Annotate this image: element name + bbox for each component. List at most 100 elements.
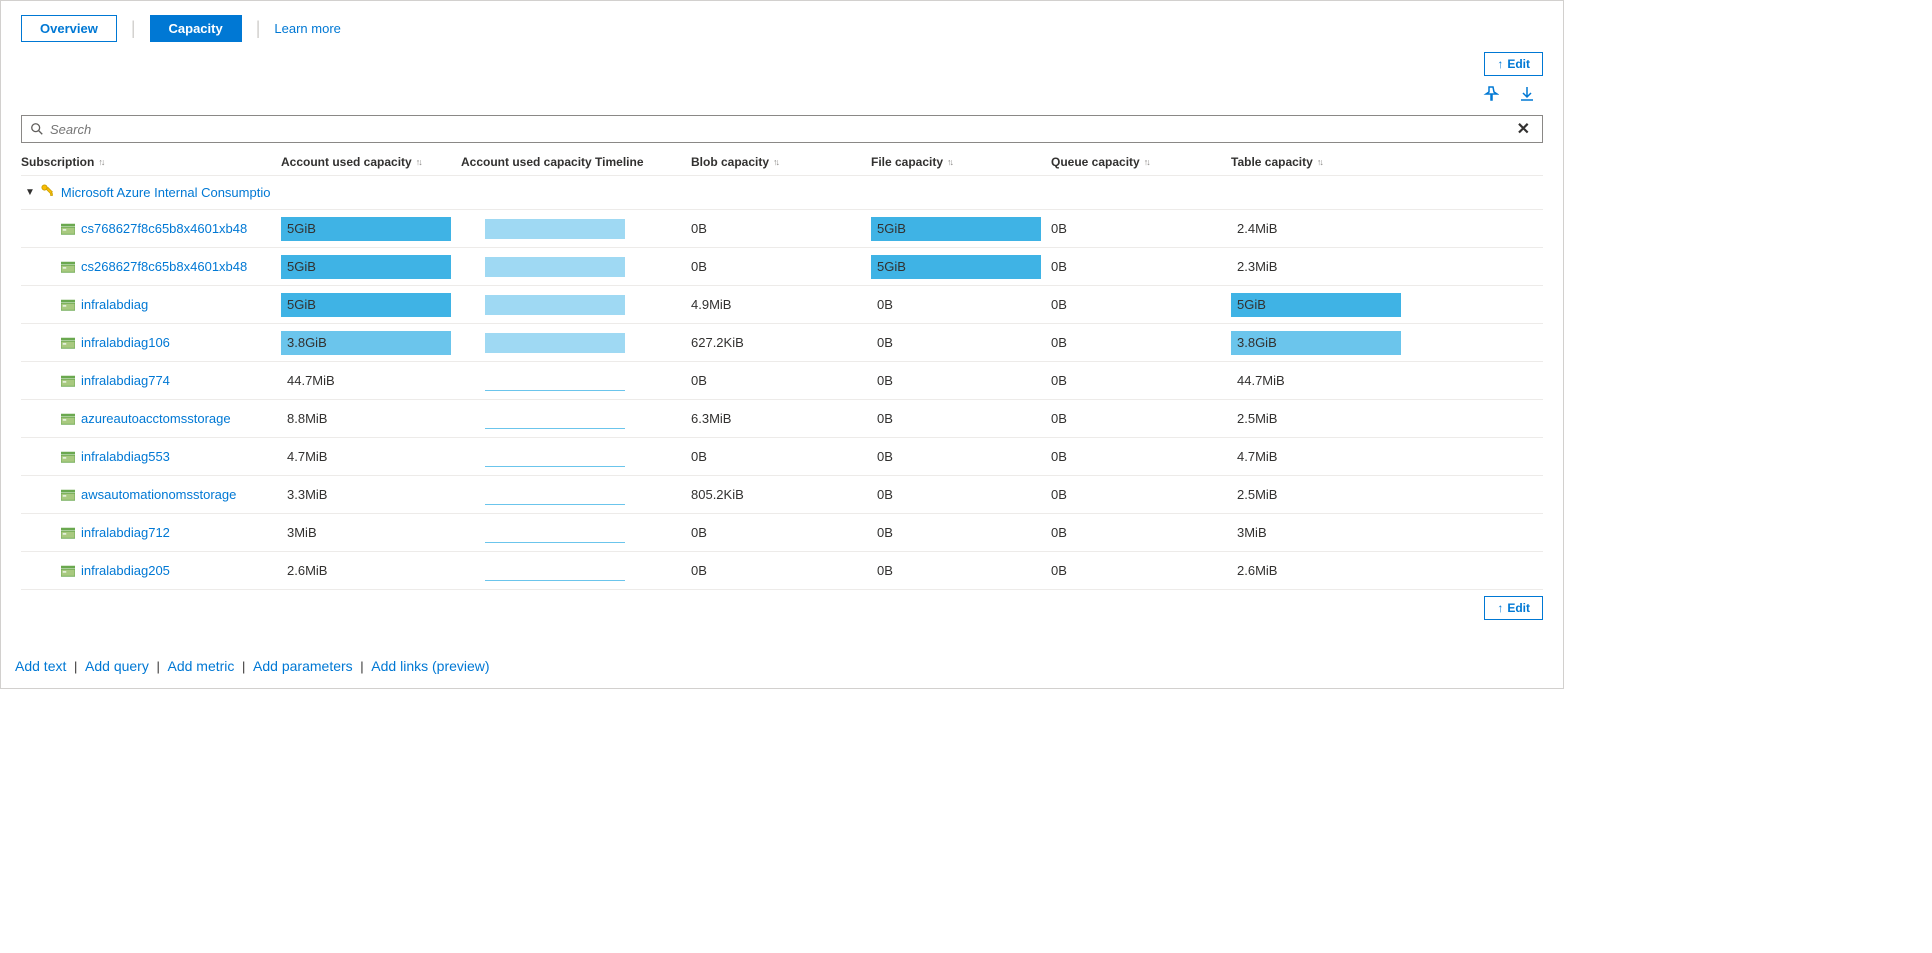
col-subscription[interactable]: Subscription↑↓ bbox=[21, 155, 281, 169]
table-row: infralabdiag77444.7MiB0B0B0B44.7MiB bbox=[21, 362, 1543, 400]
storage-account-name: awsautomationomsstorage bbox=[81, 487, 236, 502]
capacity-bar-cell: 3.8GiB bbox=[281, 331, 451, 355]
storage-account-link[interactable]: infralabdiag106 bbox=[21, 335, 281, 350]
sort-icon: ↑↓ bbox=[1317, 157, 1322, 167]
blob-capacity-cell: 4.9MiB bbox=[691, 297, 871, 312]
storage-account-name: cs768627f8c65b8x4601xb48 bbox=[81, 221, 247, 236]
timeline-cell bbox=[485, 485, 691, 505]
queue-capacity-cell: 0B bbox=[1051, 411, 1231, 426]
pin-icon[interactable] bbox=[1483, 86, 1499, 105]
col-queue[interactable]: Queue capacity↑↓ bbox=[1051, 155, 1231, 169]
table-row: infralabdiag5GiB4.9MiB0B0B5GiB bbox=[21, 286, 1543, 324]
capacity-bar-cell: 2.5MiB bbox=[1231, 407, 1401, 431]
download-icon[interactable] bbox=[1519, 86, 1535, 105]
capacity-bar-cell: 5GiB bbox=[281, 255, 451, 279]
table-row: infralabdiag7123MiB0B0B0B3MiB bbox=[21, 514, 1543, 552]
capacity-bar-cell: 44.7MiB bbox=[281, 369, 451, 393]
table-row: infralabdiag5534.7MiB0B0B0B4.7MiB bbox=[21, 438, 1543, 476]
queue-capacity-cell: 0B bbox=[1051, 487, 1231, 502]
timeline-cell bbox=[485, 371, 691, 391]
capacity-table: Subscription↑↓ Account used capacity↑↓ A… bbox=[21, 149, 1543, 590]
blob-capacity-cell: 0B bbox=[691, 373, 871, 388]
queue-capacity-cell: 0B bbox=[1051, 297, 1231, 312]
blob-capacity-cell: 0B bbox=[691, 563, 871, 578]
storage-account-link[interactable]: azureautoacctomsstorage bbox=[21, 411, 281, 426]
storage-account-name: infralabdiag553 bbox=[81, 449, 170, 464]
table-row: azureautoacctomsstorage8.8MiB6.3MiB0B0B2… bbox=[21, 400, 1543, 438]
timeline-cell bbox=[485, 219, 691, 239]
add-query-link[interactable]: Add query bbox=[85, 658, 149, 674]
clear-search-icon[interactable]: ✕ bbox=[1513, 119, 1534, 139]
storage-account-link[interactable]: cs768627f8c65b8x4601xb48 bbox=[21, 221, 281, 236]
storage-account-name: infralabdiag bbox=[81, 297, 148, 312]
capacity-bar-cell: 2.6MiB bbox=[1231, 559, 1401, 583]
col-table[interactable]: Table capacity↑↓ bbox=[1231, 155, 1411, 169]
timeline-cell bbox=[485, 333, 691, 353]
divider: | bbox=[254, 18, 263, 39]
capacity-bar-cell: 0B bbox=[871, 293, 1041, 317]
col-account-used[interactable]: Account used capacity↑↓ bbox=[281, 155, 461, 169]
capacity-bar-cell: 0B bbox=[871, 369, 1041, 393]
sort-icon: ↑↓ bbox=[947, 157, 952, 167]
tab-overview[interactable]: Overview bbox=[21, 15, 117, 42]
queue-capacity-cell: 0B bbox=[1051, 373, 1231, 388]
blob-capacity-cell: 0B bbox=[691, 449, 871, 464]
storage-account-link[interactable]: infralabdiag bbox=[21, 297, 281, 312]
blob-capacity-cell: 0B bbox=[691, 525, 871, 540]
blob-capacity-cell: 6.3MiB bbox=[691, 411, 871, 426]
table-row: cs268627f8c65b8x4601xb485GiB0B5GiB0B2.3M… bbox=[21, 248, 1543, 286]
search-icon bbox=[30, 122, 44, 136]
add-text-link[interactable]: Add text bbox=[15, 658, 66, 674]
timeline-cell bbox=[485, 409, 691, 429]
capacity-bar-cell: 2.6MiB bbox=[281, 559, 451, 583]
queue-capacity-cell: 0B bbox=[1051, 259, 1231, 274]
capacity-bar-cell: 0B bbox=[871, 445, 1041, 469]
subscription-name: Microsoft Azure Internal Consumptio bbox=[61, 185, 271, 200]
key-icon bbox=[41, 184, 55, 201]
edit-button-top[interactable]: ↑Edit bbox=[1484, 52, 1543, 76]
storage-account-link[interactable]: infralabdiag553 bbox=[21, 449, 281, 464]
capacity-bar-cell: 3.3MiB bbox=[281, 483, 451, 507]
capacity-bar-cell: 5GiB bbox=[281, 293, 451, 317]
timeline-cell bbox=[485, 447, 691, 467]
table-row: infralabdiag1063.8GiB627.2KiB0B0B3.8GiB bbox=[21, 324, 1543, 362]
storage-account-link[interactable]: infralabdiag774 bbox=[21, 373, 281, 388]
queue-capacity-cell: 0B bbox=[1051, 335, 1231, 350]
capacity-bar-cell: 2.4MiB bbox=[1231, 217, 1401, 241]
storage-account-link[interactable]: cs268627f8c65b8x4601xb48 bbox=[21, 259, 281, 274]
capacity-bar-cell: 8.8MiB bbox=[281, 407, 451, 431]
storage-account-link[interactable]: infralabdiag712 bbox=[21, 525, 281, 540]
capacity-bar-cell: 0B bbox=[871, 559, 1041, 583]
add-metric-link[interactable]: Add metric bbox=[167, 658, 234, 674]
capacity-bar-cell: 0B bbox=[871, 483, 1041, 507]
capacity-bar-cell: 2.3MiB bbox=[1231, 255, 1401, 279]
storage-account-name: infralabdiag774 bbox=[81, 373, 170, 388]
table-row: awsautomationomsstorage3.3MiB805.2KiB0B0… bbox=[21, 476, 1543, 514]
blob-capacity-cell: 805.2KiB bbox=[691, 487, 871, 502]
learn-more-link[interactable]: Learn more bbox=[274, 21, 340, 36]
storage-account-name: cs268627f8c65b8x4601xb48 bbox=[81, 259, 247, 274]
queue-capacity-cell: 0B bbox=[1051, 221, 1231, 236]
search-input[interactable] bbox=[50, 122, 1513, 137]
edit-button-bottom[interactable]: ↑Edit bbox=[1484, 596, 1543, 620]
queue-capacity-cell: 0B bbox=[1051, 563, 1231, 578]
storage-account-link[interactable]: infralabdiag205 bbox=[21, 563, 281, 578]
queue-capacity-cell: 0B bbox=[1051, 449, 1231, 464]
add-links-link[interactable]: Add links (preview) bbox=[371, 658, 489, 674]
add-parameters-link[interactable]: Add parameters bbox=[253, 658, 353, 674]
sort-icon: ↑↓ bbox=[773, 157, 778, 167]
capacity-bar-cell: 3.8GiB bbox=[1231, 331, 1401, 355]
col-file[interactable]: File capacity↑↓ bbox=[871, 155, 1051, 169]
expand-caret-icon: ▼ bbox=[25, 187, 35, 198]
capacity-bar-cell: 3MiB bbox=[1231, 521, 1401, 545]
col-blob[interactable]: Blob capacity↑↓ bbox=[691, 155, 871, 169]
storage-account-name: infralabdiag106 bbox=[81, 335, 170, 350]
capacity-bar-cell: 5GiB bbox=[281, 217, 451, 241]
subscription-group-row[interactable]: ▼ Microsoft Azure Internal Consumptio bbox=[21, 176, 1543, 210]
storage-account-name: azureautoacctomsstorage bbox=[81, 411, 231, 426]
storage-account-link[interactable]: awsautomationomsstorage bbox=[21, 487, 281, 502]
col-timeline[interactable]: Account used capacity Timeline bbox=[461, 155, 691, 169]
search-box[interactable]: ✕ bbox=[21, 115, 1543, 143]
edit-label: Edit bbox=[1507, 601, 1530, 615]
tab-capacity[interactable]: Capacity bbox=[150, 15, 242, 42]
